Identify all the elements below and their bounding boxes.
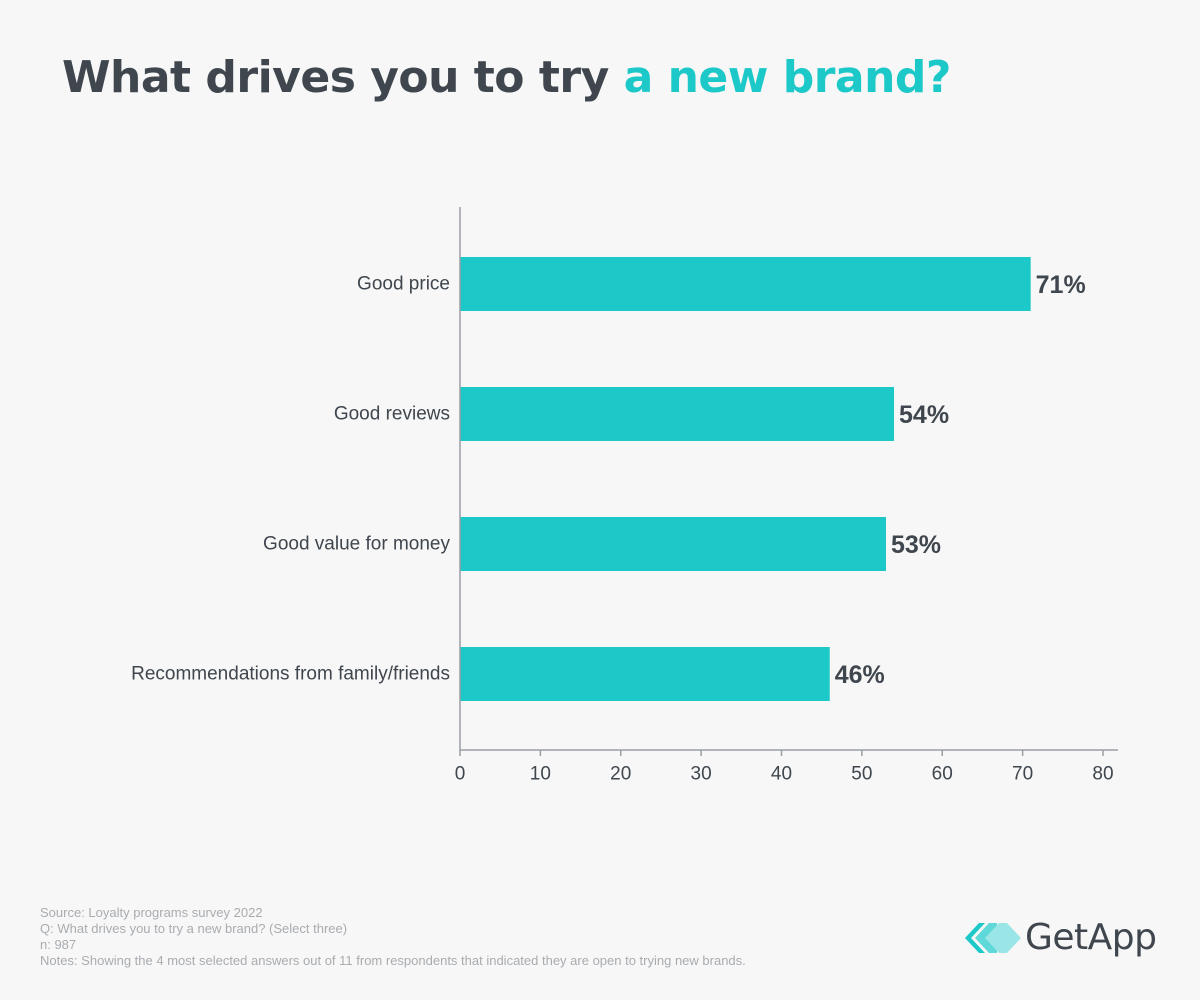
chart-title-accent: a new brand? <box>623 52 952 103</box>
bar <box>460 387 895 441</box>
x-tick-label: 20 <box>610 764 631 785</box>
category-label: Good reviews <box>334 404 450 425</box>
footer-question: Q: What drives you to try a new brand? (… <box>40 921 348 936</box>
data-label: 54% <box>899 401 949 429</box>
bar <box>460 517 886 571</box>
category-label: Good price <box>357 274 450 295</box>
bar-chart: Good price 71% Good reviews 54% Good value f… <box>131 207 1118 785</box>
data-label: 53% <box>891 531 941 559</box>
getapp-logo: GetApp <box>963 918 1157 958</box>
chart-title: What drives you to try a new brand? <box>62 52 951 103</box>
x-tick-label: 50 <box>851 764 872 785</box>
category-label: Good value for money <box>263 534 450 555</box>
getapp-logo-text: GetApp <box>1025 917 1157 958</box>
data-label: 46% <box>835 661 885 689</box>
x-tick-label: 30 <box>691 764 712 785</box>
category-label: Recommendations from family/friends <box>131 664 450 685</box>
x-tick-label: 80 <box>1092 764 1113 785</box>
x-tick-label: 10 <box>530 764 551 785</box>
footer-notes-text: Notes: Showing the 4 most selected answe… <box>40 953 746 968</box>
bar <box>460 257 1031 311</box>
data-label: 71% <box>1036 271 1086 299</box>
getapp-logo-icon <box>965 923 1021 953</box>
footer-sample-size: n: 987 <box>40 937 77 952</box>
bar <box>460 647 830 701</box>
x-tick-label: 60 <box>932 764 953 785</box>
footer-notes: Source: Loyalty programs survey 2022 Q: … <box>40 905 746 969</box>
chart-title-main: What drives you to try <box>62 52 624 103</box>
x-tick-label: 40 <box>771 764 792 785</box>
x-tick-label: 0 <box>455 764 466 785</box>
footer-source: Source: Loyalty programs survey 2022 <box>40 905 263 920</box>
x-tick-label: 70 <box>1012 764 1033 785</box>
